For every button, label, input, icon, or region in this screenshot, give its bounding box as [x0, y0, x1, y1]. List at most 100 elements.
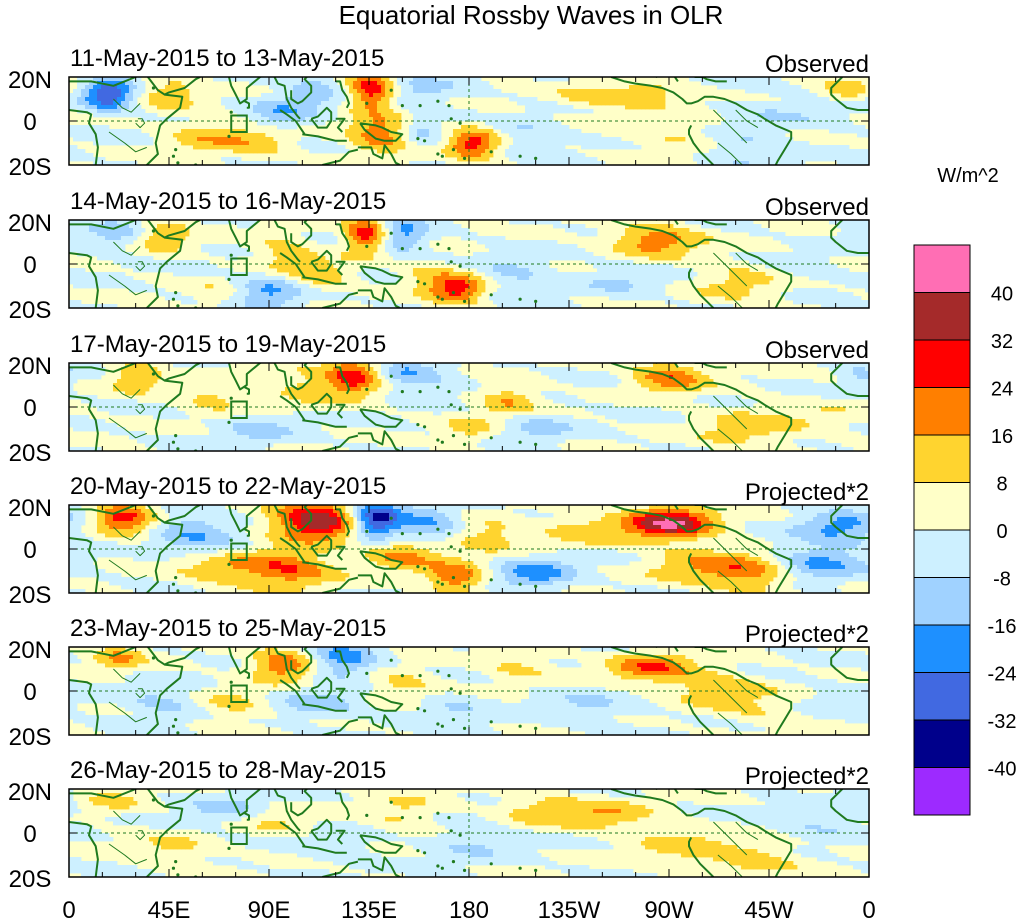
olr-cell	[285, 252, 290, 257]
olr-cell	[133, 236, 138, 241]
olr-cell	[741, 125, 746, 130]
olr-cell	[261, 145, 266, 150]
olr-cell	[689, 240, 694, 245]
olr-cell	[609, 260, 614, 265]
olr-cell	[661, 272, 666, 277]
olr-cell	[81, 137, 86, 142]
olr-cell	[513, 276, 518, 281]
olr-cell	[349, 252, 354, 257]
olr-cell	[849, 105, 854, 110]
olr-cell	[269, 296, 274, 301]
olr-cell	[449, 109, 454, 114]
olr-cell	[741, 272, 746, 277]
olr-cell	[793, 85, 798, 90]
olr-cell	[373, 141, 378, 146]
olr-cell	[757, 85, 762, 90]
olr-cell	[69, 145, 74, 150]
olr-cell	[81, 157, 86, 162]
olr-cell	[433, 121, 438, 126]
olr-cell	[169, 224, 174, 229]
olr-cell	[133, 256, 138, 261]
olr-cell	[177, 240, 182, 245]
olr-cell	[305, 284, 310, 289]
olr-cell	[797, 105, 802, 110]
olr-cell	[225, 304, 230, 308]
olr-cell	[729, 288, 734, 293]
olr-cell	[409, 220, 414, 225]
olr-cell	[757, 252, 762, 257]
olr-cell	[761, 89, 766, 94]
olr-cell	[321, 256, 326, 261]
olr-cell	[333, 296, 338, 301]
olr-cell	[85, 153, 90, 158]
olr-cell	[637, 89, 642, 94]
olr-cell	[649, 272, 654, 277]
olr-cell	[241, 292, 246, 297]
olr-cell	[141, 141, 146, 146]
olr-cell	[69, 101, 74, 106]
olr-cell	[617, 89, 622, 94]
olr-cell	[573, 97, 578, 102]
olr-cell	[289, 81, 294, 86]
olr-cell	[317, 280, 322, 285]
olr-cell	[329, 101, 334, 106]
olr-cell	[117, 272, 122, 277]
olr-cell	[369, 101, 374, 106]
olr-cell	[133, 81, 138, 86]
olr-cell	[513, 284, 518, 289]
olr-cell	[329, 93, 334, 98]
olr-cell	[465, 129, 470, 134]
olr-cell	[137, 81, 142, 86]
olr-cell	[309, 141, 314, 146]
olr-cell	[277, 93, 282, 98]
olr-cell	[405, 93, 410, 98]
olr-cell	[397, 228, 402, 233]
olr-cell	[741, 288, 746, 293]
olr-cell	[581, 288, 586, 293]
olr-cell	[517, 304, 522, 308]
olr-cell	[125, 236, 130, 241]
olr-cell	[269, 240, 274, 245]
olr-cell	[661, 248, 666, 253]
olr-cell	[153, 113, 158, 118]
olr-cell	[485, 117, 490, 122]
olr-cell	[509, 252, 514, 257]
olr-cell	[745, 157, 750, 162]
olr-cell	[749, 125, 754, 130]
olr-cell	[269, 300, 274, 305]
olr-cell	[781, 101, 786, 106]
olr-cell	[753, 256, 758, 261]
olr-cell	[817, 117, 822, 122]
olr-cell	[425, 141, 430, 146]
olr-cell	[241, 141, 246, 146]
olr-cell	[281, 280, 286, 285]
olr-cell	[689, 232, 694, 237]
olr-cell	[81, 85, 86, 90]
olr-cell	[425, 109, 430, 114]
olr-cell	[357, 224, 362, 229]
olr-cell	[833, 125, 838, 130]
olr-cell	[769, 149, 774, 154]
olr-cell	[549, 125, 554, 130]
olr-cell	[345, 77, 350, 82]
olr-cell	[73, 133, 78, 138]
olr-cell	[297, 288, 302, 293]
olr-cell	[549, 129, 554, 134]
olr-cell	[117, 85, 122, 90]
olr-cell	[693, 236, 698, 241]
olr-cell	[637, 268, 642, 273]
olr-cell	[449, 141, 454, 146]
olr-cell	[621, 260, 626, 265]
olr-cell	[493, 296, 498, 301]
olr-cell	[301, 93, 306, 98]
olr-cell	[853, 161, 858, 165]
olr-cell	[293, 292, 298, 297]
olr-cell	[521, 133, 526, 138]
olr-cell	[357, 248, 362, 253]
olr-cell	[381, 137, 386, 142]
olr-cell	[493, 260, 498, 265]
olr-cell	[173, 133, 178, 138]
olr-cell	[377, 224, 382, 229]
olr-cell	[753, 228, 758, 233]
olr-cell	[285, 304, 290, 308]
